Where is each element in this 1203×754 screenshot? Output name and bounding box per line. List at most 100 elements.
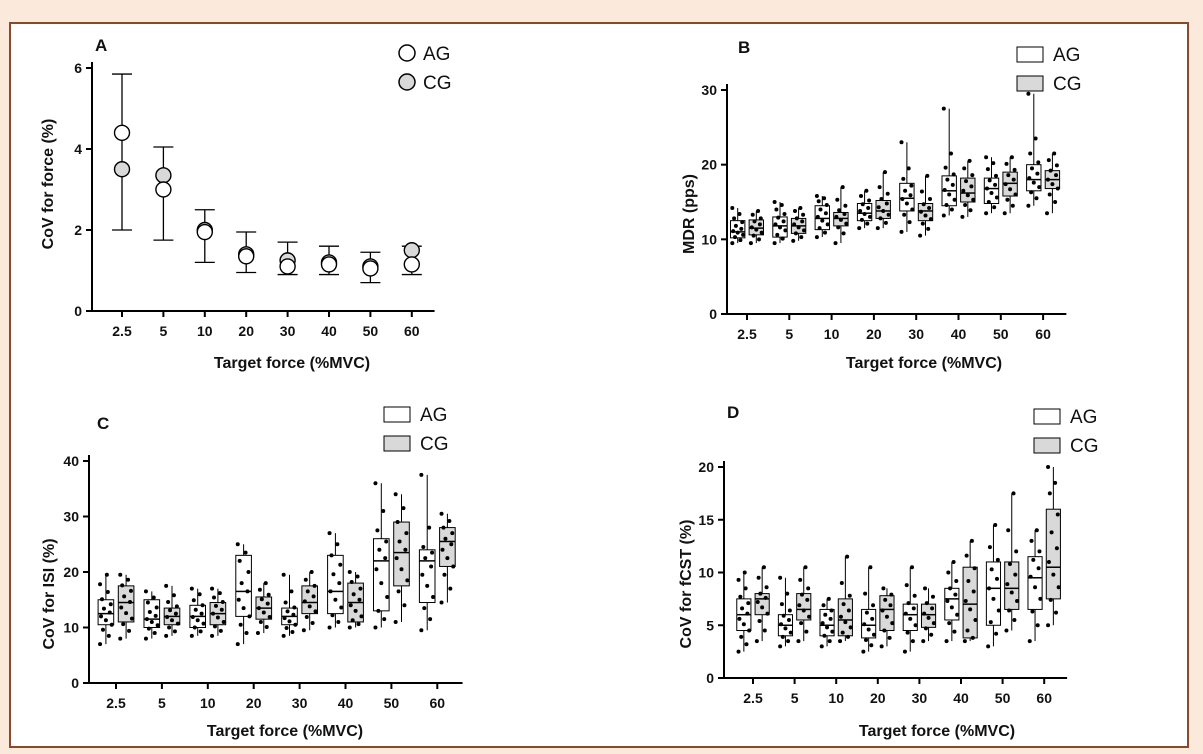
x-tick-label: 2.5 — [737, 326, 757, 342]
data-point — [825, 625, 830, 630]
data-point — [1006, 528, 1011, 533]
x-tick-label: 50 — [363, 323, 379, 339]
data-point — [213, 603, 218, 608]
data-point — [745, 611, 750, 616]
data-point — [327, 625, 332, 630]
data-point — [1006, 173, 1011, 178]
data-point — [104, 572, 109, 577]
data-point — [1048, 597, 1053, 602]
data-point — [730, 241, 735, 246]
data-point — [376, 608, 381, 613]
panel-d: D 0 5 10 15 20 2.5 5 10 20 30 40 50 60 Target force (%… — [678, 403, 1099, 740]
data-point — [210, 586, 215, 591]
data-point — [1033, 585, 1038, 590]
data-point — [118, 572, 123, 577]
data-point — [995, 557, 1000, 562]
data-point — [239, 581, 244, 586]
data-point — [754, 227, 759, 232]
box-cg — [117, 585, 135, 623]
data-point — [987, 545, 992, 550]
data-point — [105, 589, 110, 594]
data-point — [805, 597, 810, 602]
y-axis-title: CoV for ISI (%) — [41, 538, 58, 649]
data-point — [965, 193, 970, 198]
y-tick-label: 10 — [701, 231, 717, 247]
data-point — [889, 592, 894, 597]
data-point — [100, 627, 105, 632]
data-point — [878, 216, 883, 221]
data-point — [801, 228, 806, 233]
data-point — [964, 179, 969, 184]
data-point — [451, 564, 456, 569]
data-point — [883, 597, 888, 602]
data-point — [149, 619, 154, 624]
panel-letter: A — [95, 36, 107, 55]
legend-swatch — [383, 435, 411, 452]
data-point — [890, 621, 895, 626]
data-point — [782, 211, 787, 216]
data-point — [930, 606, 935, 611]
data-point — [428, 617, 433, 622]
data-point — [1035, 623, 1040, 628]
data-point — [399, 567, 404, 572]
x-tick-label: 50 — [993, 326, 1009, 342]
data-point — [120, 583, 125, 588]
legend-label-ag: AG — [423, 44, 450, 65]
data-point — [816, 199, 821, 204]
data-point — [744, 642, 749, 647]
x-tick-label: 40 — [338, 695, 354, 711]
data-point — [848, 625, 853, 630]
data-point — [1054, 610, 1059, 615]
x-tick-label: 20 — [866, 326, 882, 342]
point-ag — [237, 248, 255, 265]
data-point — [737, 211, 742, 216]
x-tick-label: 10 — [197, 323, 213, 339]
data-point — [923, 586, 928, 591]
box-ag — [1026, 164, 1042, 192]
data-point — [1004, 161, 1009, 166]
data-point — [1027, 176, 1032, 181]
data-point — [863, 591, 868, 596]
legend-swatch — [1016, 75, 1044, 92]
data-point — [843, 620, 848, 625]
data-point — [331, 572, 336, 577]
data-point — [883, 170, 888, 175]
data-point — [1029, 190, 1034, 195]
data-point — [302, 599, 307, 604]
x-tick-label: 60 — [1036, 690, 1052, 706]
data-point — [1052, 151, 1057, 156]
x-tick-label: 5 — [160, 323, 168, 339]
data-point — [984, 155, 989, 160]
y-tick-label: 30 — [701, 82, 717, 98]
data-point — [244, 631, 249, 636]
data-point — [786, 617, 791, 622]
data-point — [964, 553, 969, 558]
y-tick-label: 15 — [698, 512, 714, 528]
data-point — [837, 208, 842, 213]
data-point — [357, 597, 362, 602]
data-point — [401, 506, 406, 511]
data-point — [237, 558, 242, 563]
box-ag — [985, 561, 1002, 626]
data-point — [905, 630, 910, 635]
data-point — [1046, 465, 1051, 469]
data-point — [822, 633, 827, 638]
data-point — [1013, 192, 1018, 197]
data-point — [175, 621, 180, 626]
data-point — [1026, 91, 1031, 96]
data-point — [1012, 167, 1017, 172]
data-point — [374, 567, 379, 572]
data-point — [221, 619, 226, 624]
data-point — [439, 511, 444, 516]
data-point — [443, 536, 448, 541]
data-point — [310, 621, 315, 626]
data-point — [405, 578, 410, 583]
data-point — [212, 624, 217, 629]
data-point — [968, 607, 973, 612]
data-point — [757, 237, 762, 242]
data-point — [886, 212, 891, 217]
data-point — [970, 173, 975, 178]
data-point — [788, 630, 793, 635]
data-point — [281, 572, 286, 577]
data-point — [359, 614, 364, 619]
